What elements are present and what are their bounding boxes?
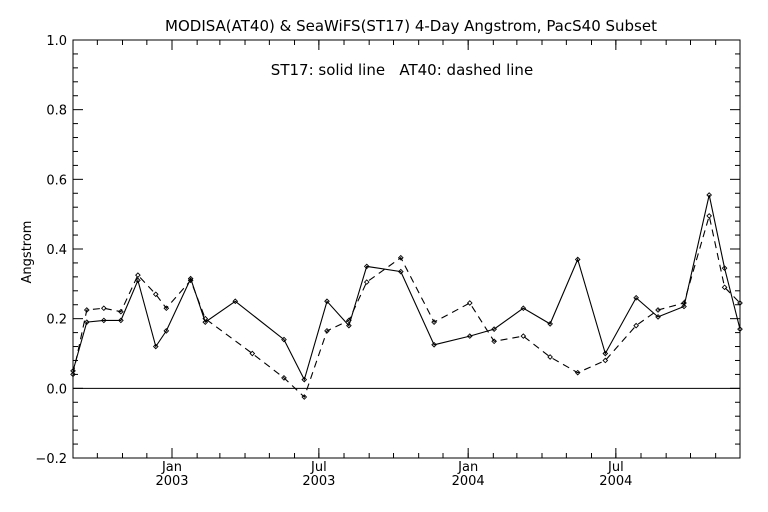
y-axis-ticks: −0.2 0.0 0.2 0.4 0.6 0.8 1.0 — [35, 34, 740, 467]
data-point-st17 — [721, 265, 728, 271]
x-tick-month-label: Jul — [607, 460, 624, 475]
series-style-note: ST17: solid line AT40: dashed line — [271, 61, 533, 79]
data-point-st17 — [135, 277, 141, 284]
data-point-st17 — [574, 256, 581, 263]
data-point-st17 — [118, 317, 124, 324]
x-tick-month-label: Jan — [457, 460, 478, 475]
data-point-at40 — [520, 333, 527, 339]
y-tick-label: 0.8 — [46, 104, 67, 119]
data-point-at40 — [681, 300, 687, 306]
data-point-at40 — [301, 394, 308, 400]
data-point-at40 — [397, 254, 404, 261]
x-tick-month-label: Jul — [310, 460, 327, 475]
data-point-st17 — [491, 326, 497, 332]
data-point-st17 — [83, 319, 90, 325]
data-point-st17 — [163, 328, 170, 334]
x-tick-year-label: 2004 — [599, 474, 632, 489]
data-point-at40 — [431, 319, 437, 325]
data-point-at40 — [324, 328, 330, 334]
data-point-at40 — [363, 279, 370, 285]
data-point-st17 — [363, 263, 370, 270]
data-point-st17 — [547, 321, 553, 327]
series-line-st17 — [72, 194, 741, 382]
data-point-at40 — [249, 350, 256, 357]
data-point-at40 — [491, 338, 497, 345]
data-point-at40 — [633, 322, 639, 329]
data-point-st17 — [324, 298, 330, 305]
plot-frame — [72, 39, 741, 459]
x-tick-year-label: 2004 — [452, 474, 485, 489]
data-point-at40 — [187, 277, 194, 284]
data-point-at40 — [152, 291, 159, 298]
data-point-st17 — [301, 376, 308, 383]
y-tick-label: 1.0 — [46, 34, 67, 49]
y-tick-label: −0.2 — [35, 452, 67, 467]
x-tick-year-label: 2003 — [302, 474, 335, 489]
data-point-st17 — [520, 305, 527, 312]
data-point-at40 — [100, 305, 107, 312]
data-point-at40 — [202, 315, 209, 322]
data-point-st17 — [202, 319, 209, 325]
series-line-at40 — [72, 215, 741, 398]
data-point-st17 — [431, 341, 437, 348]
data-point-st17 — [346, 322, 352, 329]
data-point-at40 — [547, 354, 553, 360]
data-point-at40 — [574, 369, 581, 376]
data-point-st17 — [706, 192, 713, 198]
data-point-at40 — [83, 307, 90, 313]
data-point-at40 — [346, 317, 352, 324]
y-tick-label: 0.2 — [46, 313, 67, 328]
data-point-st17 — [232, 298, 239, 305]
data-point-at40 — [118, 308, 124, 315]
data-point-st17 — [466, 333, 473, 339]
data-point-st17 — [397, 268, 404, 275]
data-point-st17 — [681, 303, 687, 310]
y-axis-label: Angstrom — [20, 221, 35, 284]
data-point-at40 — [281, 375, 287, 381]
y-tick-label: 0.0 — [46, 382, 67, 397]
data-point-at40 — [135, 272, 141, 278]
data-point-st17 — [152, 343, 159, 350]
chart-title: MODISA(AT40) & SeaWiFS(ST17) 4-Day Angst… — [165, 17, 657, 35]
data-point-at40 — [163, 305, 170, 312]
series-lines — [70, 192, 743, 400]
data-point-st17 — [633, 294, 639, 301]
data-point-at40 — [706, 213, 713, 219]
data-point-st17 — [100, 317, 107, 324]
data-point-at40 — [721, 284, 728, 291]
data-point-at40 — [466, 300, 473, 306]
data-point-at40 — [655, 307, 661, 313]
data-point-st17 — [655, 314, 661, 320]
y-tick-label: 0.4 — [46, 243, 67, 258]
x-tick-month-label: Jan — [161, 460, 182, 475]
data-point-st17 — [281, 336, 287, 343]
x-tick-year-label: 2003 — [155, 474, 188, 489]
data-point-st17 — [602, 350, 609, 357]
data-point-at40 — [602, 357, 609, 364]
y-tick-label: 0.6 — [46, 173, 67, 188]
